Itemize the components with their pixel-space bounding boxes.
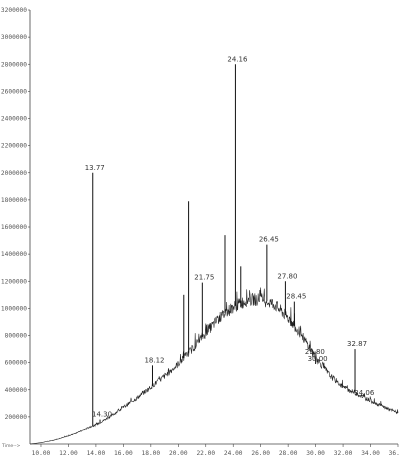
y-axis-ticks: 200000 400000 600000 800000 1000000 1200000 14… [1,7,30,421]
peak-label: 29.80 [305,348,325,356]
series-line [29,287,399,445]
x-tick-label: 12.00 [59,450,78,457]
y-tick-label: 3000000 [1,34,27,41]
y-tick-label: 1000000 [1,305,27,312]
peak-label: 21.75 [194,274,214,282]
peak-label: 30.00 [308,355,328,363]
y-tick-label: 1600000 [1,224,27,231]
peak-label: 18.12 [144,356,164,364]
y-tick-label: 400000 [5,387,28,394]
peak-label: 24.16 [227,55,248,63]
y-tick-label: 600000 [5,360,28,367]
x-tick-label: 26.00 [251,450,270,457]
x-tick-label: 32.00 [334,450,353,457]
peaks-group: 13.77 14.30 18.12 21.75 24.16 26.45 27.80 28.45… [85,55,375,427]
x-tick-label: 34.00 [361,450,380,457]
peak-label: 13.77 [85,164,105,172]
y-tick-label: 2600000 [1,88,27,95]
y-tick-label: 1200000 [1,278,27,285]
x-tick-label: 24.00 [224,450,243,457]
y-tick-label: 2000000 [1,170,27,177]
peak-label: 28.45 [286,293,306,301]
x-tick-label: 28.00 [279,450,298,457]
y-tick-label: 800000 [5,333,28,340]
y-tick-label: 200000 [5,414,28,421]
peak-label: 32.87 [347,340,367,348]
y-tick-label: 2200000 [1,143,27,150]
peak-label: 34.06 [354,389,375,397]
y-tick-label: 1400000 [1,251,27,258]
peak-label: 27.80 [277,272,297,280]
x-tick-label: 36.00 [389,450,400,457]
peak-label: 26.45 [259,236,279,244]
y-tick-label: 3200000 [1,7,27,14]
y-tick-label: 1800000 [1,197,27,204]
series-group [29,287,399,445]
x-tick-label: 10.00 [32,450,51,457]
x-tick-label: 22.00 [196,450,215,457]
axes [29,10,398,445]
x-tick-label: 18.00 [142,450,161,457]
x-unit-label: Time--> [1,443,21,449]
y-tick-label: 2400000 [1,116,27,123]
x-tick-label: 14.00 [87,450,106,457]
peak-label: 14.30 [92,411,112,419]
x-tick-label: 30.00 [306,450,325,457]
x-tick-label: 20.00 [169,450,188,457]
y-tick-label: 2800000 [1,61,27,68]
x-tick-label: 16.00 [114,450,133,457]
x-axis-ticks: 10.00 12.00 14.00 16.00 18.00 20.00 22.00 24.00… [1,443,400,457]
